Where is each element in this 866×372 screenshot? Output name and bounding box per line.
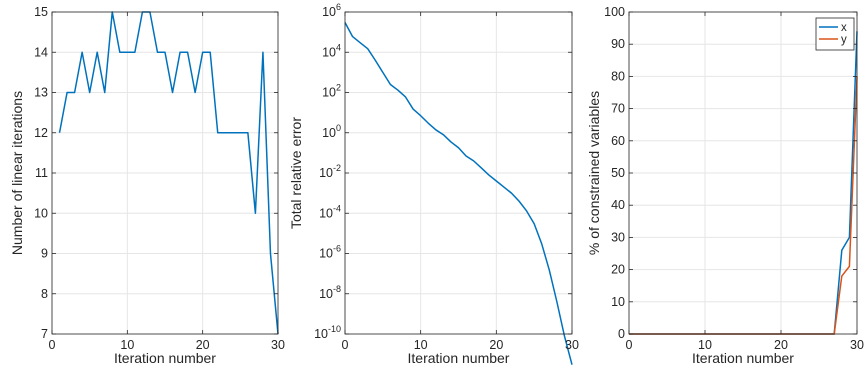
x-tick-label: 30: [850, 338, 864, 352]
x-tick-label: 0: [626, 338, 633, 352]
y-tick-label: 80: [611, 69, 625, 83]
x-tick-label: 20: [489, 338, 503, 352]
y-tick-label: 10-10: [314, 324, 341, 341]
chart-panel-3: 0 10 20 30 0 10 20 30 40 50 60 70 80 90 100 Iteration n…: [586, 5, 864, 366]
y-tick-label: 10-2: [319, 163, 341, 180]
y-tick-label: 10: [611, 295, 625, 309]
y-tick-label: 8: [41, 287, 48, 301]
y-axis-label: Number of linear iterations: [9, 91, 25, 255]
x-axis-label: Iteration number: [692, 350, 794, 366]
y-tick-label: 40: [611, 198, 625, 212]
legend: xy: [815, 17, 855, 51]
y-tick-label: 70: [611, 102, 625, 116]
y-tick-label: 0: [618, 327, 625, 341]
y-axis-label: Total relative error: [288, 117, 304, 229]
x-tick-label: 30: [565, 338, 579, 352]
y-tick-label: 9: [41, 247, 48, 261]
series-line-1: [58, 11, 279, 335]
series-line-1: [344, 22, 573, 365]
x-axis-label: Iteration number: [408, 350, 510, 366]
y-tick-label: 20: [611, 263, 625, 277]
chart-panel-2: 0 10 20 30 10-10 10-8 10-6 10-4 10-2 100 102 104 106…: [288, 2, 579, 366]
y-tick-label: 14: [34, 45, 48, 59]
y-tick-label: 104: [322, 42, 341, 59]
y-tick-label: 100: [322, 123, 341, 140]
y-tick-label: 12: [34, 126, 48, 140]
y-tick-label: 13: [34, 86, 48, 100]
chart-panel-1: 0 10 20 30 7 8 9 10 11 12 13 14 15 Iteration number Nu…: [9, 5, 285, 366]
x-tick-label: 30: [271, 338, 285, 352]
y-tick-label: 10-6: [319, 244, 341, 261]
legend-label-x: x: [841, 22, 847, 34]
x-tick-label: 0: [342, 338, 349, 352]
x-tick-label: 20: [774, 338, 788, 352]
y-tick-label: 15: [34, 5, 48, 19]
y-axis-label: % of constrained variables: [586, 91, 602, 255]
y-tick-label: 106: [322, 2, 341, 19]
y-tick-label: 10: [34, 206, 48, 220]
x-tick-label: 10: [120, 338, 134, 352]
x-tick-label: 10: [414, 338, 428, 352]
y-tick-label: 30: [611, 230, 625, 244]
x-axis-label: Iteration number: [114, 350, 216, 366]
x-tick-label: 0: [49, 338, 56, 352]
y-tick-label: 10-8: [319, 284, 341, 301]
y-tick-label: 90: [611, 37, 625, 51]
y-tick-label: 7: [41, 327, 48, 341]
x-tick-label: 20: [196, 338, 210, 352]
y-tick-label: 11: [35, 166, 48, 180]
y-tick-label: 100: [604, 5, 625, 19]
y-tick-label: 102: [322, 83, 341, 100]
legend-label-y: y: [841, 34, 847, 46]
y-tick-label: 10-4: [319, 203, 341, 220]
legend-box: [815, 17, 855, 51]
y-tick-label: 50: [611, 166, 625, 180]
y-tick-label: 60: [611, 134, 625, 148]
x-tick-label: 10: [698, 338, 712, 352]
